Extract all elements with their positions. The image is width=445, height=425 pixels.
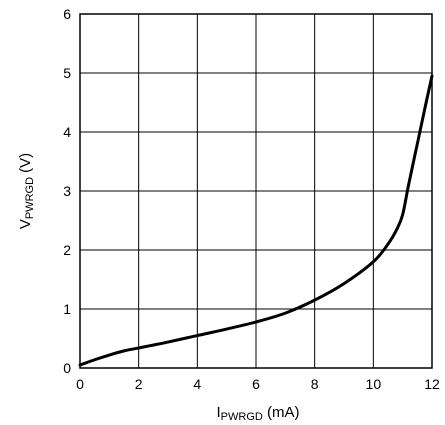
- y-tick-label-0: 0: [63, 360, 71, 376]
- y-tick-label-1: 1: [63, 301, 71, 317]
- y-axis-label-sub: PWRGD: [24, 177, 36, 219]
- x-tick-labels: 0 2 4 6 8 10 12: [76, 376, 440, 392]
- series-group: [78, 74, 434, 367]
- x-tick-label-6: 12: [424, 376, 440, 392]
- x-tick-label-3: 6: [252, 376, 260, 392]
- grid-lines: [79, 13, 433, 369]
- x-axis-label-main: I: [216, 404, 220, 421]
- y-axis-label: VPWRGD (V): [17, 153, 36, 229]
- y-tick-label-2: 2: [63, 242, 71, 258]
- x-axis-label: IPWRGD (mA): [216, 404, 299, 423]
- x-tick-label-0: 0: [76, 376, 84, 392]
- x-tick-label-1: 2: [135, 376, 143, 392]
- x-axis-label-unit: (mA): [263, 404, 300, 421]
- y-tick-label-6: 6: [63, 6, 71, 22]
- x-tick-label-5: 10: [366, 376, 382, 392]
- x-tick-label-2: 4: [193, 376, 201, 392]
- x-axis-label-sub: PWRGD: [221, 411, 263, 423]
- y-tick-label-5: 5: [63, 65, 71, 81]
- y-axis-label-main: V: [17, 219, 34, 229]
- plot-frame: [79, 13, 433, 369]
- series-line-0: [78, 74, 434, 367]
- y-tick-labels: 0 1 2 3 4 5 6: [63, 6, 71, 376]
- y-tick-label-3: 3: [63, 183, 71, 199]
- y-tick-label-4: 4: [63, 124, 71, 140]
- y-axis-label-unit: (V): [17, 153, 34, 177]
- x-tick-label-4: 8: [311, 376, 319, 392]
